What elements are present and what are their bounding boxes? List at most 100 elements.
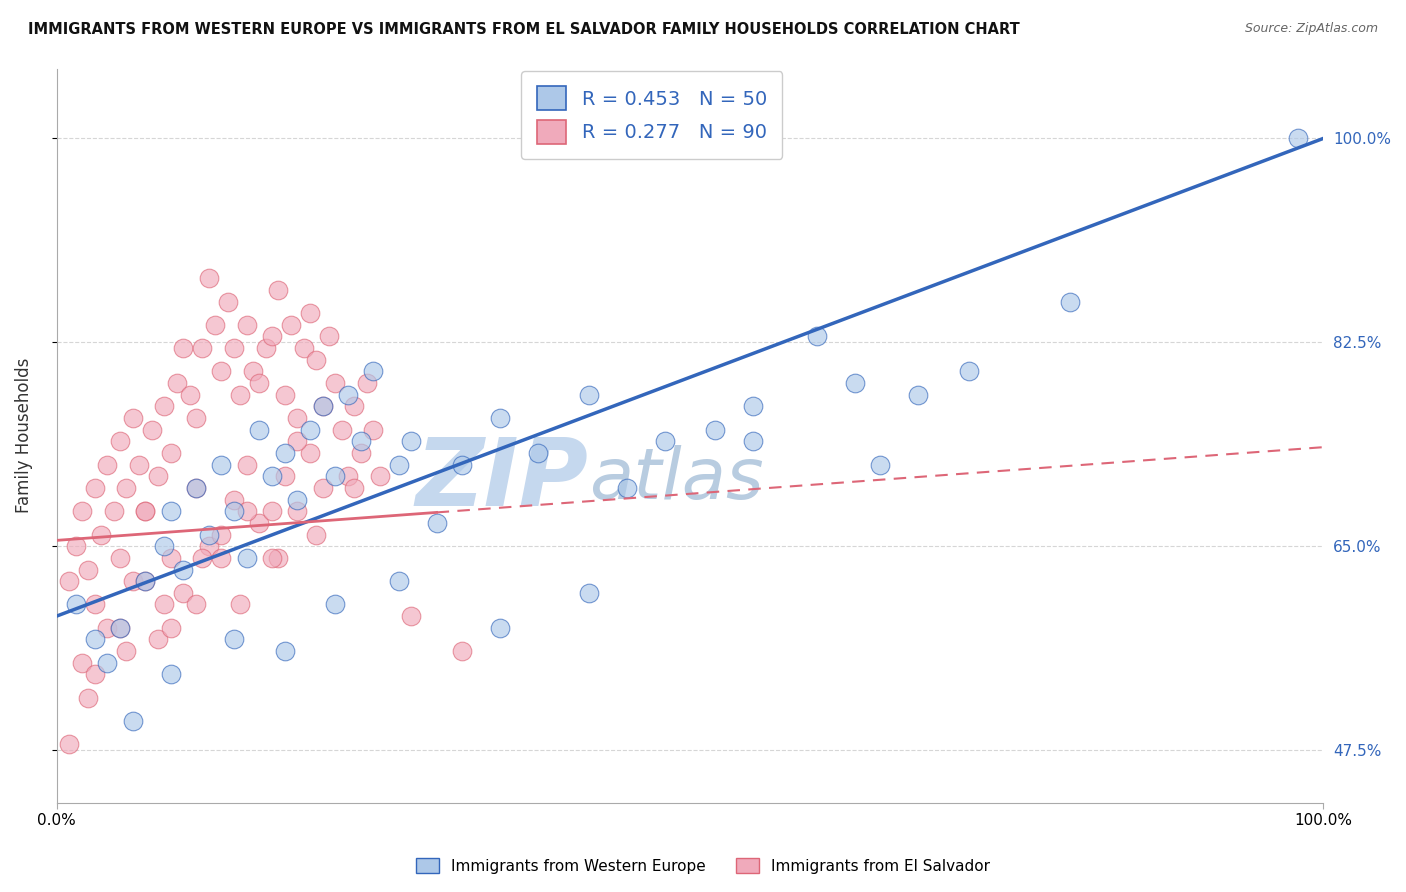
- Point: [242, 364, 264, 378]
- Point: [83, 632, 105, 647]
- Point: [159, 446, 181, 460]
- Point: [235, 458, 257, 472]
- Point: [159, 550, 181, 565]
- Text: atlas: atlas: [589, 445, 763, 514]
- Point: [146, 469, 169, 483]
- Point: [267, 550, 290, 565]
- Point: [330, 423, 353, 437]
- Point: [197, 271, 219, 285]
- Point: [235, 550, 257, 565]
- Point: [388, 458, 411, 472]
- Point: [907, 388, 929, 402]
- Point: [451, 644, 474, 658]
- Point: [197, 539, 219, 553]
- Point: [298, 446, 321, 460]
- Point: [260, 329, 283, 343]
- Point: [134, 574, 156, 589]
- Point: [96, 458, 118, 472]
- Point: [273, 644, 295, 658]
- Point: [77, 690, 100, 705]
- Point: [134, 574, 156, 589]
- Point: [209, 550, 232, 565]
- Point: [349, 434, 371, 449]
- Point: [578, 388, 600, 402]
- Point: [254, 341, 277, 355]
- Point: [222, 341, 245, 355]
- Point: [349, 446, 371, 460]
- Text: IMMIGRANTS FROM WESTERN EUROPE VS IMMIGRANTS FROM EL SALVADOR FAMILY HOUSEHOLDS : IMMIGRANTS FROM WESTERN EUROPE VS IMMIGR…: [28, 22, 1019, 37]
- Point: [280, 318, 302, 332]
- Point: [229, 388, 252, 402]
- Point: [121, 411, 143, 425]
- Point: [1059, 294, 1081, 309]
- Point: [489, 411, 512, 425]
- Point: [222, 504, 245, 518]
- Point: [298, 423, 321, 437]
- Point: [323, 469, 346, 483]
- Point: [361, 423, 384, 437]
- Point: [285, 504, 308, 518]
- Point: [578, 586, 600, 600]
- Point: [65, 539, 87, 553]
- Point: [368, 469, 391, 483]
- Point: [273, 388, 295, 402]
- Point: [343, 400, 366, 414]
- Point: [108, 550, 131, 565]
- Legend: Immigrants from Western Europe, Immigrants from El Salvador: Immigrants from Western Europe, Immigran…: [409, 852, 997, 880]
- Point: [311, 481, 333, 495]
- Point: [172, 586, 194, 600]
- Point: [172, 341, 194, 355]
- Point: [292, 341, 315, 355]
- Point: [159, 504, 181, 518]
- Point: [247, 423, 270, 437]
- Point: [654, 434, 676, 449]
- Point: [166, 376, 188, 390]
- Point: [742, 434, 765, 449]
- Point: [103, 504, 125, 518]
- Point: [616, 481, 638, 495]
- Point: [869, 458, 891, 472]
- Point: [65, 598, 87, 612]
- Point: [401, 609, 423, 624]
- Point: [58, 574, 80, 589]
- Point: [704, 423, 727, 437]
- Point: [222, 632, 245, 647]
- Point: [153, 400, 176, 414]
- Point: [273, 469, 295, 483]
- Point: [134, 504, 156, 518]
- Point: [401, 434, 423, 449]
- Point: [247, 376, 270, 390]
- Point: [209, 527, 232, 541]
- Point: [153, 598, 176, 612]
- Point: [184, 411, 207, 425]
- Point: [90, 527, 112, 541]
- Point: [108, 434, 131, 449]
- Point: [336, 388, 359, 402]
- Point: [323, 376, 346, 390]
- Point: [108, 621, 131, 635]
- Text: Source: ZipAtlas.com: Source: ZipAtlas.com: [1244, 22, 1378, 36]
- Point: [305, 527, 328, 541]
- Point: [318, 329, 340, 343]
- Point: [134, 504, 156, 518]
- Y-axis label: Family Households: Family Households: [15, 358, 32, 513]
- Point: [70, 504, 93, 518]
- Point: [159, 667, 181, 681]
- Point: [108, 621, 131, 635]
- Point: [451, 458, 474, 472]
- Point: [209, 364, 232, 378]
- Point: [285, 434, 308, 449]
- Point: [217, 294, 239, 309]
- Point: [191, 550, 214, 565]
- Point: [260, 469, 283, 483]
- Point: [197, 527, 219, 541]
- Text: ZIP: ZIP: [416, 434, 589, 525]
- Point: [184, 598, 207, 612]
- Point: [83, 598, 105, 612]
- Point: [388, 574, 411, 589]
- Point: [742, 400, 765, 414]
- Point: [115, 644, 138, 658]
- Point: [806, 329, 828, 343]
- Point: [844, 376, 866, 390]
- Point: [298, 306, 321, 320]
